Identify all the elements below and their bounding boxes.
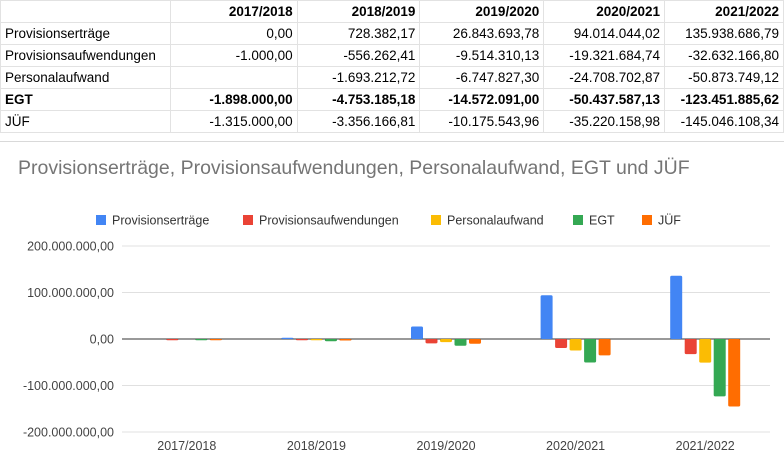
value-cell[interactable]: -145.046.108,34 [664,110,784,133]
column-header[interactable]: 2021/2022 [664,0,784,23]
value-cell[interactable]: -50.437.587,13 [543,88,666,111]
chart-container[interactable] [0,141,784,474]
legend-label: Provisionserträge [112,214,209,228]
bar [324,339,337,342]
bar [411,326,423,339]
legend-swatch [96,215,106,225]
bar [684,339,697,355]
y-tick-label: 200.000.000,00 [27,240,114,254]
x-tick-label: 2021/2022 [676,439,735,453]
bar [454,339,467,346]
bar [555,339,568,348]
data-table: 2017/2018 2018/2019 2019/2020 2020/2021 2021… [0,0,784,133]
bar [569,339,582,351]
bar [295,339,308,341]
bar [310,339,323,341]
legend-label: Provisionsaufwendungen [259,214,399,228]
y-tick-label: 0,00 [90,333,114,347]
y-tick-label: -100.000.000,00 [23,379,114,393]
chart-title: Provisionserträge, Provisionsaufwendunge… [18,157,690,179]
value-cell[interactable]: -35.220.158,98 [543,110,666,133]
table-row: Personalaufwand -1.693.212,72 -6.747.827,3… [0,66,784,89]
table-row: Provisionsaufwendungen -1.000,00 -556.262,… [0,44,784,67]
x-tick-label: 2019/2020 [416,439,475,453]
bar [728,339,741,407]
y-tick-label: 100.000.000,00 [27,286,114,300]
value-cell[interactable]: -32.632.166,80 [664,44,784,67]
bar [166,339,179,341]
x-tick-label: 2017/2018 [157,439,216,453]
value-cell[interactable]: -1.898.000,00 [169,88,298,111]
bar [440,339,452,343]
value-cell[interactable]: -1.315.000,00 [169,110,298,133]
legend-label: JÜF [658,214,681,228]
row-label-cell[interactable]: JÜF [0,110,171,133]
value-cell[interactable]: -4.753.185,18 [296,88,421,111]
bar [699,339,712,363]
row-label-cell[interactable]: Provisionserträge [0,22,171,45]
bar [584,339,597,363]
legend-swatch [243,215,253,225]
legend-swatch [642,215,652,225]
y-tick-label: -200.000.000,00 [23,426,114,440]
bar [195,339,208,341]
bar [339,339,352,341]
bar [281,337,294,339]
bar [540,295,553,339]
x-tick-label: 2018/2019 [287,439,346,453]
value-cell[interactable]: -10.175.543,96 [419,110,545,133]
bar [713,339,726,397]
x-tick-label: 2020/2021 [546,439,605,453]
value-cell[interactable]: 0,00 [169,22,298,45]
table-row: JÜF -1.315.000,00 -3.356.166,81 -10.175.543… [0,110,784,133]
value-cell[interactable]: -9.514.310,13 [419,44,545,67]
legend-label: EGT [589,214,615,228]
bar [209,339,222,341]
legend-swatch [573,215,583,225]
table-header-row: 2017/2018 2018/2019 2019/2020 2020/2021 2021… [0,0,784,23]
bar [670,275,683,339]
value-cell[interactable]: -50.873.749,12 [664,66,784,89]
value-cell[interactable]: -3.356.166,81 [296,110,421,133]
bar [425,339,438,344]
legend-label: Personalaufwand [447,214,544,228]
bar [598,339,611,356]
bar [469,339,481,344]
row-label-cell[interactable]: Provisionsaufwendungen [0,44,171,67]
legend-swatch [431,215,441,225]
